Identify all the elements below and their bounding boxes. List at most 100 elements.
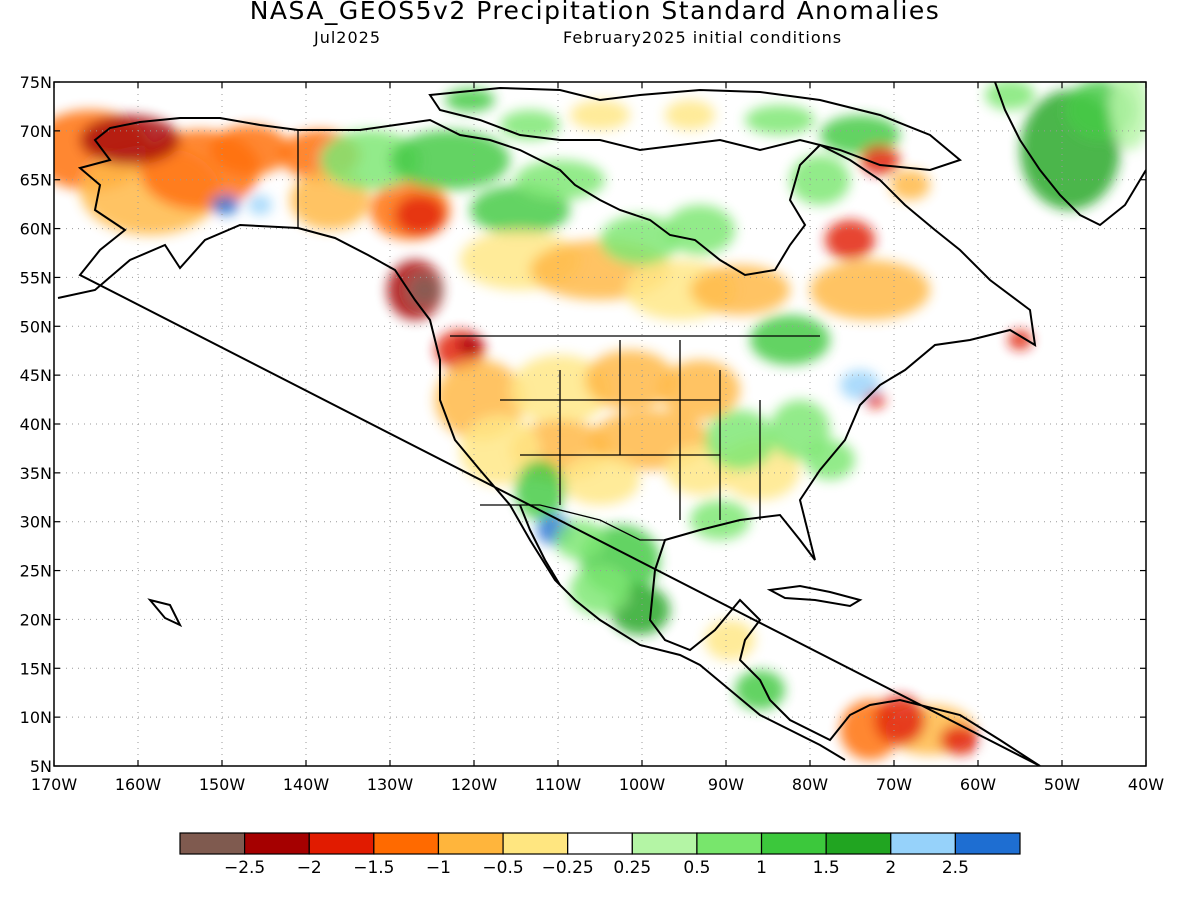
colorbar-swatch: [696, 832, 763, 855]
anomaly-patch: [570, 100, 630, 130]
lat-label: 55N: [20, 268, 52, 287]
lon-label: 170W: [31, 775, 78, 794]
anomaly-patch: [555, 520, 605, 560]
anomaly-patch: [409, 275, 441, 305]
anomaly-patch: [790, 155, 850, 205]
colorbar-swatch: [502, 832, 569, 855]
lat-label: 65N: [20, 171, 52, 190]
colorbar-swatch: [179, 832, 246, 855]
anomaly-patch: [805, 440, 855, 480]
lon-label: 150W: [199, 775, 246, 794]
lon-label: 140W: [283, 775, 330, 794]
lat-label: 50N: [20, 317, 52, 336]
lon-label: 120W: [451, 775, 498, 794]
lat-label: 15N: [20, 659, 52, 678]
anomaly-patch: [395, 195, 445, 235]
anomaly-patch: [750, 315, 830, 365]
colorbar-label: 2: [885, 858, 896, 878]
colorbar-swatch: [631, 832, 698, 855]
anomaly-patch: [665, 205, 735, 255]
lat-label: 10N: [20, 708, 52, 727]
anomaly-patch: [735, 670, 785, 710]
lat-label: 75N: [20, 73, 52, 92]
anomaly-patch: [1008, 330, 1032, 350]
colorbar-label: −2.5: [224, 858, 265, 878]
anomaly-patch: [320, 130, 420, 190]
lon-label: 160W: [115, 775, 162, 794]
lon-label: 60W: [960, 775, 996, 794]
colorbar-label: 0.25: [613, 858, 651, 878]
map-title: NASA_GEOS5v2 Precipitation Standard Anom…: [249, 0, 941, 25]
anomaly-patch: [570, 565, 630, 615]
anomaly-patch: [940, 725, 980, 755]
lon-label: 40W: [1128, 775, 1164, 794]
colorbar-label: −1.5: [353, 858, 394, 878]
anomaly-patch: [705, 410, 775, 470]
forecast-month: Jul2025: [314, 28, 382, 47]
lon-label: 110W: [535, 775, 582, 794]
colorbar-labels: −2.5 −2 −1.5 −1 −0.5 −0.25 0.25 0.5 1 1.5 2 2.5: [224, 858, 969, 878]
anomaly-patch: [210, 125, 290, 175]
anomaly-patch: [985, 82, 1035, 110]
lat-label: 40N: [20, 415, 52, 434]
longitude-labels: 170W 160W 150W 140W 130W 120W 110W 100W 90W 80W 70…: [31, 775, 1164, 794]
landmass-cuba: [770, 586, 860, 606]
anomaly-patch: [705, 620, 755, 660]
political-borders: [297, 130, 820, 541]
anomaly-patch: [585, 350, 675, 410]
lon-label: 50W: [1044, 775, 1080, 794]
colorbar-swatch: [244, 832, 310, 855]
colorbar-label: −2: [297, 858, 322, 878]
lon-label: 130W: [367, 775, 414, 794]
lat-label: 30N: [20, 513, 52, 532]
colorbar-label: −0.25: [542, 858, 594, 878]
anomaly-patch: [890, 170, 930, 200]
colorbar: [179, 832, 1021, 855]
lat-lon-grid: [54, 82, 1146, 766]
lat-label: 35N: [20, 464, 52, 483]
colorbar-label: 1.5: [813, 858, 840, 878]
lon-label: 100W: [619, 775, 666, 794]
initial-conditions: February2025 initial conditions: [563, 28, 843, 47]
anomaly-patch: [745, 105, 815, 135]
anomaly-patch: [211, 195, 239, 215]
anomaly-patch: [445, 88, 495, 112]
colorbar-swatch: [437, 832, 504, 855]
colorbar-label: −1: [426, 858, 451, 878]
colorbar-label: 2.5: [942, 858, 969, 878]
anomaly-patch: [865, 392, 885, 408]
colorbar-label: 0.5: [683, 858, 710, 878]
lon-label: 90W: [708, 775, 744, 794]
colorbar-swatch: [308, 832, 375, 855]
lat-label: 70N: [20, 122, 52, 141]
anomaly-patch: [248, 195, 272, 215]
lat-label: 25N: [20, 562, 52, 581]
latitude-labels: 75N 70N 65N 60N 55N 50N 45N 40N 35N 30N 25N 20N 15N 1…: [20, 73, 52, 776]
lat-label: 5N: [30, 757, 52, 776]
colorbar-swatch: [825, 832, 892, 855]
anomaly-patch: [390, 130, 510, 190]
anomaly-patch: [810, 260, 930, 320]
anomaly-patch: [875, 695, 925, 745]
map-plot-area: [54, 82, 1146, 766]
lon-label: 80W: [792, 775, 828, 794]
lat-label: 45N: [20, 366, 52, 385]
anomaly-patch: [665, 100, 715, 130]
anomaly-patch: [825, 220, 875, 260]
colorbar-swatch: [373, 832, 440, 855]
colorbar-label: −0.5: [482, 858, 523, 878]
colorbar-label: 1: [756, 858, 767, 878]
colorbar-swatch: [890, 832, 956, 855]
anomaly-patch: [1110, 82, 1146, 150]
colorbar-swatch: [567, 832, 633, 855]
colorbar-swatch: [954, 832, 1021, 855]
colorbar-swatch: [760, 832, 827, 855]
anomaly-patch: [860, 145, 900, 175]
anomaly-patch: [458, 335, 482, 355]
anomaly-patch: [660, 360, 740, 420]
anomaly-patch: [840, 370, 880, 400]
lat-label: 60N: [20, 220, 52, 239]
lat-label: 20N: [20, 610, 52, 629]
anomaly-patch: [460, 415, 540, 485]
